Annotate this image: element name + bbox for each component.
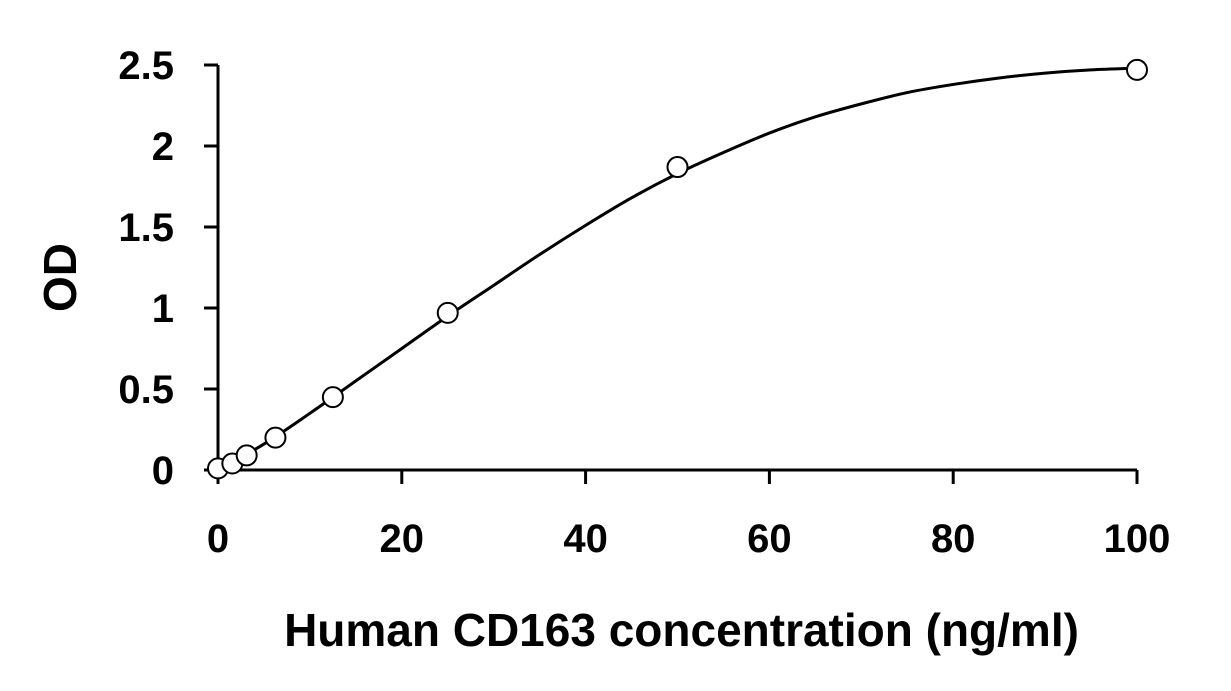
x-tick-label: 40 xyxy=(563,517,608,561)
data-point xyxy=(666,156,689,179)
y-axis-title: OD xyxy=(34,243,86,312)
y-tick-label: 2.5 xyxy=(118,44,174,88)
fit-curve xyxy=(217,66,1138,472)
y-tick-label: 2 xyxy=(152,125,174,169)
x-tick-label: 20 xyxy=(380,517,425,561)
x-axis-ticks: 0 20 40 60 80 100 xyxy=(207,470,1171,561)
data-point xyxy=(264,426,287,449)
y-tick-label: 1.5 xyxy=(118,206,174,250)
fit-curve-group xyxy=(217,66,1138,472)
data-point xyxy=(1126,58,1148,81)
data-point xyxy=(235,444,258,467)
x-tick-label: 100 xyxy=(1104,517,1171,561)
y-tick-label: 0 xyxy=(152,449,174,493)
y-tick-label: 0.5 xyxy=(118,368,174,412)
x-tick-label: 60 xyxy=(747,517,792,561)
data-point xyxy=(321,386,344,409)
y-tick-label: 1 xyxy=(152,287,174,331)
y-axis-ticks: 0 0.5 1 1.5 2 2.5 xyxy=(118,44,218,493)
data-point xyxy=(436,301,459,324)
axes xyxy=(216,65,1137,472)
x-tick-label: 80 xyxy=(931,517,976,561)
data-points xyxy=(207,58,1148,480)
x-tick-label: 0 xyxy=(207,517,229,561)
x-axis-title: Human CD163 concentration (ng/ml) xyxy=(284,604,1079,656)
